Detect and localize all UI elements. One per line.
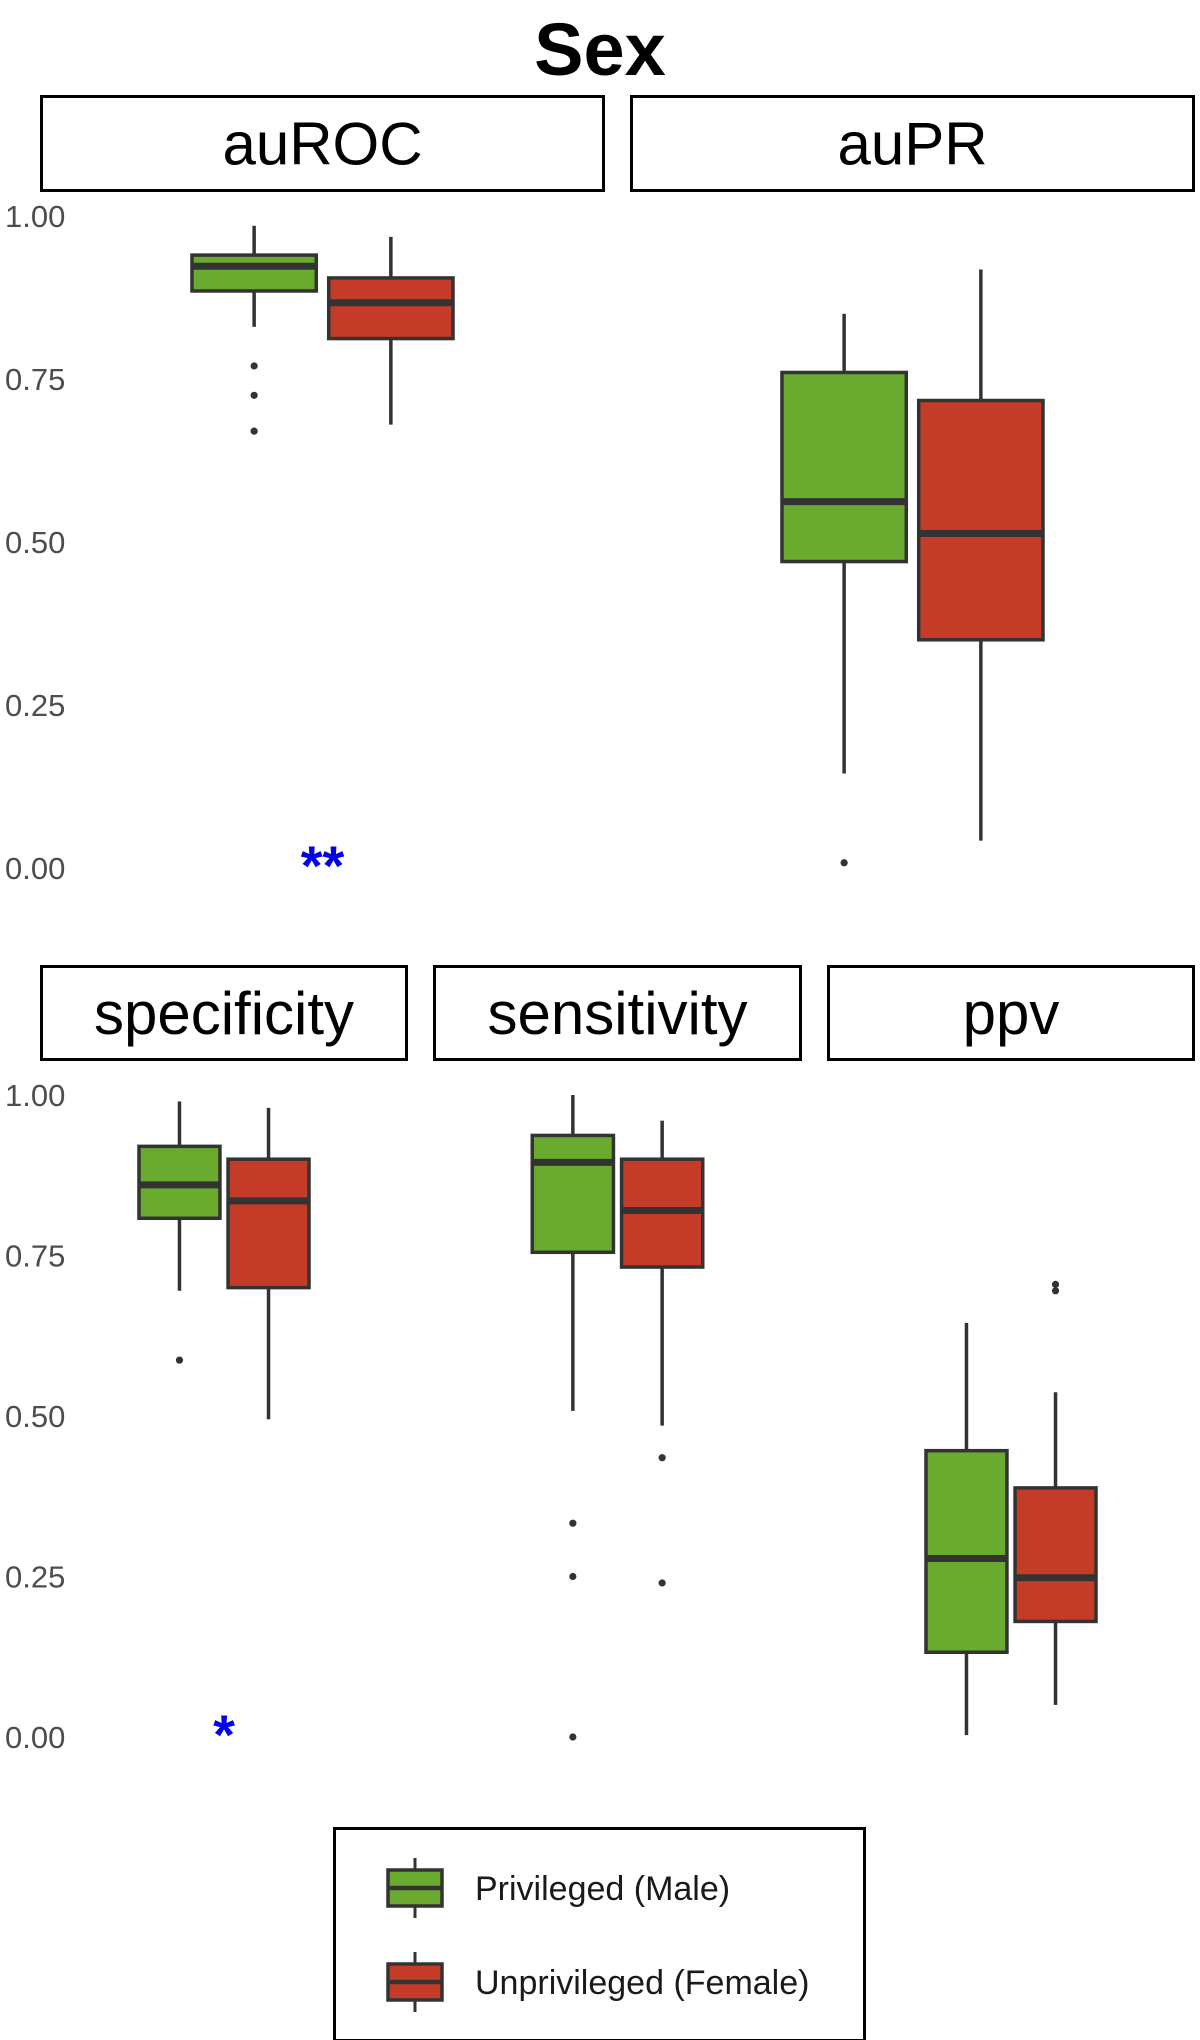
box-iqr — [1013, 1486, 1098, 1624]
legend-entry-privileged: Privileged (Male) — [386, 1858, 730, 1918]
y-tick-label: 0.75 — [5, 1239, 65, 1274]
box-unprivileged — [1013, 1280, 1098, 1705]
outlier-point — [569, 1733, 577, 1741]
legend: Privileged (Male) Unprivileged (Female) — [333, 1827, 866, 2040]
y-tick-label: 0.25 — [5, 1560, 65, 1595]
outlier-point — [658, 1579, 666, 1587]
box-iqr — [226, 1157, 311, 1290]
box-iqr — [916, 398, 1045, 642]
box-unprivileged — [916, 269, 1045, 841]
box-privileged — [190, 225, 319, 435]
y-tick-label: 0.25 — [5, 688, 65, 723]
panel-auROC: auROC ** — [40, 95, 605, 897]
outlier-point — [250, 427, 258, 435]
legend-label: Privileged (Male) — [475, 1870, 730, 1908]
facet-panels: 0.00 0.25 0.50 0.75 1.00 0.00 0.25 0.50 0.75 1.00… — [5, 95, 1195, 1766]
y-tick-label: 1.00 — [5, 199, 65, 234]
y-tick-label: 0.50 — [5, 525, 65, 560]
box-unprivileged — [226, 1107, 311, 1420]
box-unprivileged — [619, 1120, 705, 1587]
outlier-point — [1051, 1280, 1060, 1288]
outlier-point — [1051, 1287, 1060, 1295]
outlier-point — [658, 1454, 666, 1462]
y-tick-label: 0.75 — [5, 362, 65, 397]
legend-label: Unprivileged (Female) — [475, 1964, 809, 2002]
facet-strip — [40, 965, 408, 1061]
significance-marker: * — [213, 1703, 235, 1766]
outlier-point — [840, 859, 848, 867]
y-tick-label: 0.00 — [5, 1720, 65, 1755]
facet-strip-label: auROC — [222, 111, 422, 178]
y-tick-label: 0.00 — [5, 851, 65, 886]
facet-strip-label: auPR — [837, 111, 987, 178]
facet-strip — [433, 965, 802, 1061]
box-privileged — [780, 313, 909, 867]
facet-strip — [40, 95, 605, 192]
box-iqr — [190, 253, 319, 293]
outlier-point — [250, 391, 258, 399]
outlier-point — [175, 1356, 184, 1364]
facet-strip-label: sensitivity — [487, 980, 747, 1047]
box-privileged — [530, 1095, 616, 1741]
outlier-point — [569, 1572, 577, 1581]
panel-auPR: auPR — [630, 95, 1195, 867]
box-privileged — [137, 1101, 222, 1364]
box-iqr — [530, 1133, 616, 1255]
box-unprivileged — [326, 236, 455, 425]
facet-strip — [630, 95, 1195, 192]
y-tick-label: 0.50 — [5, 1399, 65, 1434]
legend-box — [333, 1827, 866, 2040]
panel-ppv: ppv — [827, 965, 1195, 1736]
y-tick-label: 1.00 — [5, 1078, 65, 1113]
facet-strip-label: ppv — [963, 980, 1060, 1047]
box-iqr — [326, 276, 455, 341]
box-privileged — [924, 1322, 1009, 1736]
outlier-point — [569, 1519, 577, 1527]
panel-sensitivity: sensitivity — [433, 965, 802, 1741]
outlier-point — [250, 362, 258, 370]
legend-entry-unprivileged: Unprivileged (Female) — [386, 1952, 809, 2012]
chart-title: Sex — [534, 8, 666, 91]
significance-marker: ** — [301, 834, 345, 897]
box-iqr — [924, 1448, 1009, 1655]
panel-specificity: specificity * — [40, 965, 408, 1766]
box-iqr — [780, 370, 909, 564]
facet-strip — [827, 965, 1195, 1061]
facet-strip-label: specificity — [94, 980, 354, 1047]
